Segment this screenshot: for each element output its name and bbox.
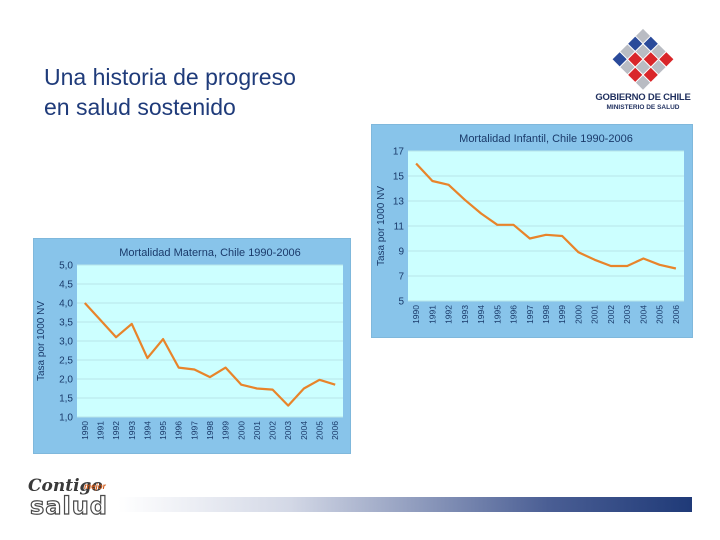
y-tick-label: 5 — [398, 297, 404, 308]
x-tick-label: 1994 — [476, 305, 486, 324]
y-tick-label: 9 — [398, 247, 404, 258]
x-tick-label: 2005 — [655, 305, 665, 324]
series-line — [415, 162, 677, 270]
y-tick-label: 2,0 — [59, 375, 73, 386]
slide-title-line1: Una historia de progreso — [44, 64, 296, 90]
logo-line1: GOBIERNO DE CHILE — [595, 92, 691, 103]
slide-title: Una historia de progreso en salud sosten… — [44, 62, 384, 122]
x-tick-label: 1998 — [205, 421, 215, 440]
series-line — [83, 302, 336, 407]
x-tick-label: 2002 — [268, 421, 278, 440]
x-tick-label: 1991 — [95, 421, 105, 440]
y-axis-label: Tasa por 1000 NV — [36, 301, 47, 381]
x-tick-label: 1992 — [111, 421, 121, 440]
logo-salud-text: salud — [29, 491, 108, 520]
x-tick-label: 1990 — [80, 421, 90, 440]
x-tick-label: 2003 — [622, 305, 632, 324]
contigo-mejor-salud-logo: Contigo mejor salud — [28, 476, 114, 521]
y-tick-label: 1,0 — [59, 413, 73, 424]
x-tick-label: 2006 — [330, 421, 340, 440]
y-tick-label: 17 — [393, 147, 405, 158]
x-tick-label: 2001 — [252, 421, 262, 440]
chart-infant-svg: Mortalidad Infantil, Chile 1990-2006 5 7 9 1… — [376, 133, 684, 324]
footer-gradient-bar — [118, 497, 692, 512]
chart-mortalidad-materna: Mortalidad Materna, Chile 1990-2006 1,0 1,… — [33, 238, 351, 454]
y-tick-label: 15 — [393, 172, 405, 183]
y-axis-label: Tasa por 1000 NV — [376, 186, 387, 266]
y-tick-label: 4,0 — [59, 299, 73, 310]
chile-emblem-icon — [612, 28, 674, 90]
x-tick-label: 1993 — [127, 421, 137, 440]
x-tick-label: 2003 — [283, 421, 293, 440]
x-tick-label: 1997 — [189, 421, 199, 440]
x-tick-label: 2000 — [236, 421, 246, 440]
x-tick-label: 1999 — [221, 421, 231, 440]
y-tick-label: 7 — [398, 272, 404, 283]
chart-mortalidad-infantil: Mortalidad Infantil, Chile 1990-2006 5 7 9 1… — [371, 124, 693, 338]
x-tick-label: 2000 — [573, 305, 583, 324]
x-tick-label: 1994 — [142, 421, 152, 440]
x-tick-label: 2004 — [638, 305, 648, 324]
logo-mejor-text: mejor — [84, 482, 106, 491]
x-tick-label: 1996 — [509, 305, 519, 324]
x-tick-label: 1996 — [174, 421, 184, 440]
y-tick-label: 2,5 — [59, 356, 73, 367]
y-tick-label: 3,5 — [59, 318, 73, 329]
logo-contigo-text: Contigo — [28, 476, 103, 496]
x-tick-label: 2001 — [590, 305, 600, 324]
x-tick-label: 2002 — [606, 305, 616, 324]
chart-title: Mortalidad Infantil, Chile 1990-2006 — [459, 133, 633, 145]
y-tick-label: 11 — [394, 222, 405, 233]
x-tick-label: 1990 — [411, 305, 421, 324]
x-tick-label: 1991 — [427, 305, 437, 324]
logo-line2: MINISTERIO DE SALUD — [606, 104, 680, 111]
chart-maternal-svg: Mortalidad Materna, Chile 1990-2006 1,0 1,… — [36, 247, 343, 440]
x-tick-label: 2005 — [315, 421, 325, 440]
x-tick-label: 1999 — [557, 305, 567, 324]
y-tick-label: 4,5 — [59, 280, 73, 291]
x-tick-label: 1998 — [541, 305, 551, 324]
x-tick-label: 1995 — [158, 421, 168, 440]
y-tick-label: 5,0 — [59, 261, 73, 272]
x-tick-label: 1995 — [492, 305, 502, 324]
slide-title-line2: en salud sostenido — [44, 94, 236, 120]
x-tick-label: 1993 — [460, 305, 470, 324]
y-tick-label: 13 — [393, 197, 405, 208]
x-tick-label: 1997 — [525, 305, 535, 324]
x-tick-label: 1992 — [444, 305, 454, 324]
gobierno-de-chile-logo: GOBIERNO DE CHILE MINISTERIO DE SALUD — [588, 22, 698, 122]
y-tick-label: 1,5 — [59, 394, 73, 405]
x-tick-label: 2004 — [299, 421, 309, 440]
x-tick-label: 2006 — [671, 305, 681, 324]
chart-title: Mortalidad Materna, Chile 1990-2006 — [119, 247, 301, 259]
y-tick-label: 3,0 — [59, 337, 73, 348]
